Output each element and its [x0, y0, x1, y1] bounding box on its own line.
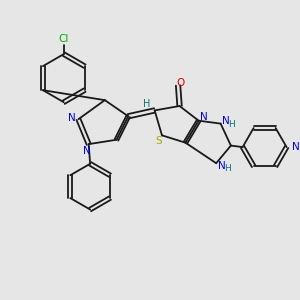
Text: S: S	[156, 136, 162, 146]
Text: N: N	[68, 113, 76, 123]
Text: N: N	[200, 112, 208, 122]
Text: H: H	[228, 120, 235, 129]
Text: N: N	[292, 142, 300, 152]
Text: N: N	[218, 161, 225, 171]
Text: H: H	[224, 164, 231, 173]
Text: Cl: Cl	[58, 34, 69, 44]
Text: N: N	[222, 116, 230, 126]
Text: O: O	[176, 78, 184, 88]
Text: N: N	[83, 146, 91, 156]
Text: H: H	[143, 99, 150, 109]
